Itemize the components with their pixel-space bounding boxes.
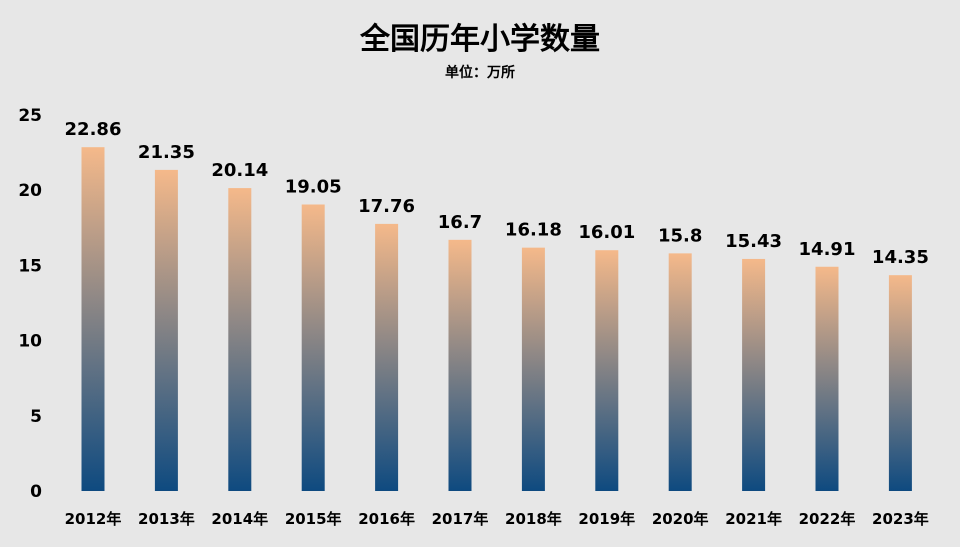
bar bbox=[742, 258, 766, 491]
y-tick-label: 0 bbox=[30, 482, 42, 502]
x-tick-label: 2021年 bbox=[725, 510, 782, 528]
bar bbox=[448, 239, 472, 491]
x-tick-label: 2013年 bbox=[138, 510, 195, 528]
x-tick-label: 2023年 bbox=[872, 510, 929, 528]
bars bbox=[81, 147, 912, 492]
bar bbox=[668, 253, 692, 491]
bar bbox=[301, 204, 325, 491]
x-tick-label: 2016年 bbox=[358, 510, 415, 528]
chart-subtitle: 单位：万所 bbox=[445, 64, 515, 81]
bar bbox=[154, 169, 178, 491]
data-label: 15.43 bbox=[725, 231, 782, 252]
x-tick-label: 2022年 bbox=[799, 510, 856, 528]
x-axis: 2012年 2013年 2014年 2015年 2016年 2017年 2018年 2019年… bbox=[65, 510, 929, 528]
data-label: 20.14 bbox=[211, 160, 268, 181]
data-label: 15.8 bbox=[658, 225, 702, 246]
bar bbox=[81, 147, 105, 491]
data-label: 16.18 bbox=[505, 220, 562, 241]
x-tick-label: 2012年 bbox=[65, 510, 122, 528]
x-tick-label: 2014年 bbox=[211, 510, 268, 528]
y-tick-label: 5 bbox=[30, 407, 42, 427]
y-tick-label: 15 bbox=[18, 256, 42, 276]
data-label: 19.05 bbox=[285, 176, 342, 197]
chart-title: 全国历年小学数量 bbox=[359, 22, 600, 57]
bar bbox=[375, 223, 399, 492]
data-label: 16.01 bbox=[578, 222, 635, 243]
x-tick-label: 2019年 bbox=[578, 510, 635, 528]
data-label: 14.91 bbox=[799, 239, 856, 260]
x-tick-label: 2017年 bbox=[432, 510, 489, 528]
y-tick-label: 20 bbox=[18, 181, 42, 201]
y-axis: 0 5 10 15 20 25 bbox=[18, 106, 42, 502]
data-label: 21.35 bbox=[138, 142, 195, 163]
y-tick-label: 10 bbox=[18, 332, 42, 352]
bar bbox=[888, 275, 912, 491]
data-label: 16.7 bbox=[438, 212, 482, 233]
y-tick-label: 25 bbox=[18, 106, 42, 126]
bar bbox=[228, 188, 252, 491]
data-label: 17.76 bbox=[358, 196, 415, 217]
bar bbox=[815, 266, 839, 491]
data-labels: 22.86 21.35 20.14 19.05 17.76 16.7 16.18 16.01 1… bbox=[65, 119, 929, 268]
bar bbox=[521, 247, 545, 491]
x-tick-label: 2018年 bbox=[505, 510, 562, 528]
bar bbox=[595, 250, 619, 491]
x-tick-label: 2015年 bbox=[285, 510, 342, 528]
x-tick-label: 2020年 bbox=[652, 510, 709, 528]
data-label: 22.86 bbox=[65, 119, 122, 140]
data-label: 14.35 bbox=[872, 247, 929, 268]
